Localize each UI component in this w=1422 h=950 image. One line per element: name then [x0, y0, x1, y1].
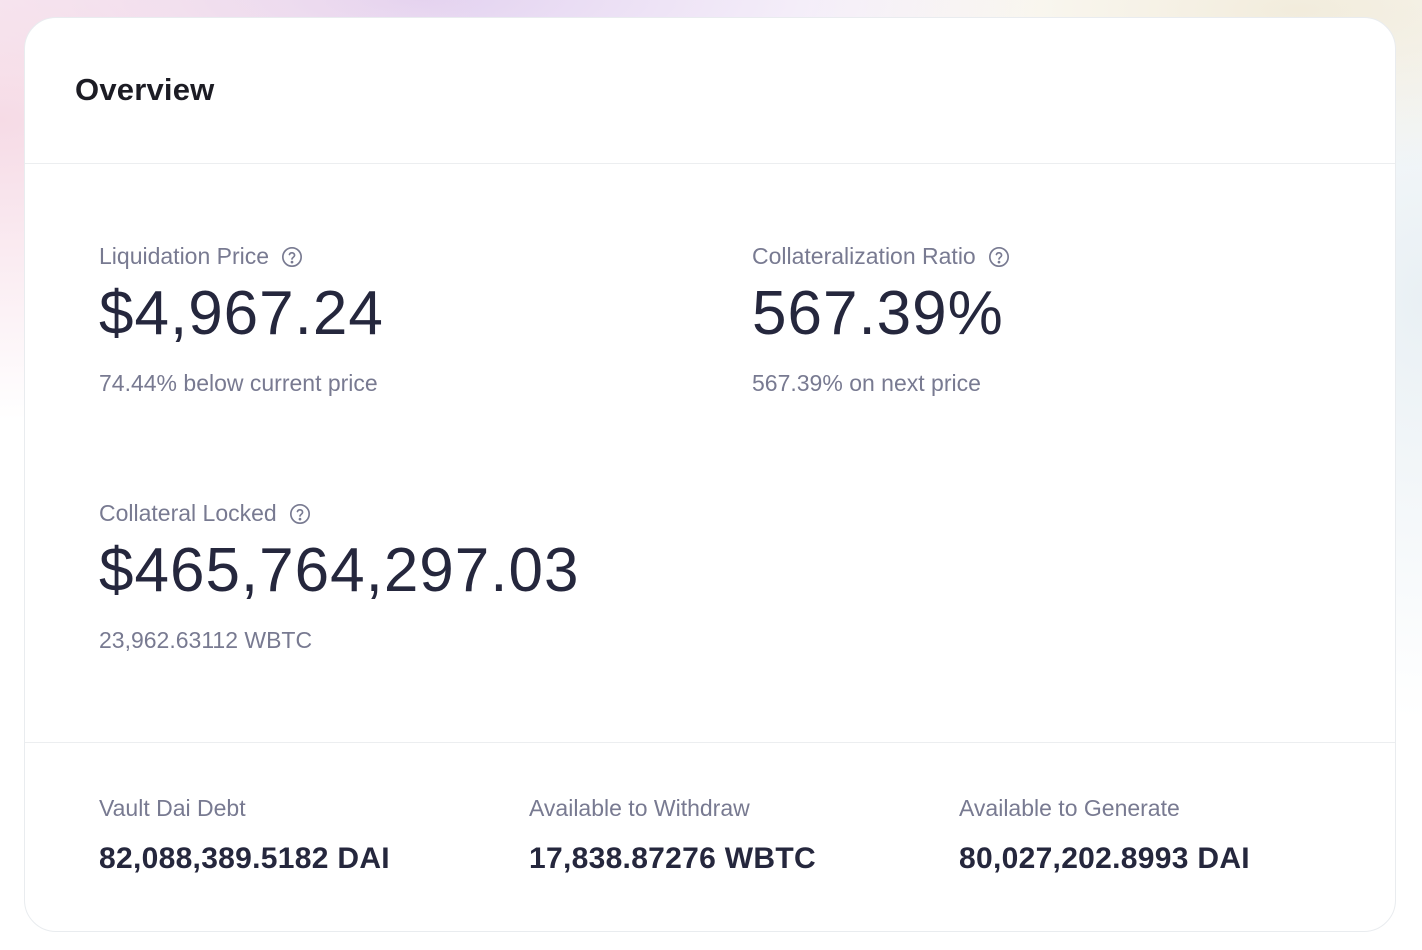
liquidation-price-metric: Liquidation Price $4,967.24 74.44% below… — [99, 243, 384, 397]
question-circle-icon[interactable] — [289, 503, 311, 525]
overview-card: Overview Liquidation Price $4,967.24 74.… — [24, 17, 1396, 932]
collateralization-ratio-sub: 567.39% on next price — [752, 370, 981, 397]
liquidation-price-label: Liquidation Price — [99, 243, 270, 269]
vault-dai-debt-stat: Vault Dai Debt 82,088,389.5182 DAI — [99, 795, 390, 876]
available-to-withdraw-value: 17,838.87276 WBTC — [529, 842, 816, 875]
vault-dai-debt-value: 82,088,389.5182 DAI — [99, 842, 390, 875]
question-circle-icon[interactable] — [281, 246, 303, 268]
vault-stats-footer: Vault Dai Debt 82,088,389.5182 DAI Avail… — [25, 742, 1395, 931]
available-to-withdraw-label: Available to Withdraw — [529, 795, 750, 821]
vault-dai-debt-label: Vault Dai Debt — [99, 795, 246, 821]
liquidation-price-value: $4,967.24 — [99, 279, 384, 348]
liquidation-price-sub: 74.44% below current price — [99, 370, 378, 397]
card-header: Overview — [25, 18, 1395, 164]
collateralization-ratio-label: Collateralization Ratio — [752, 243, 976, 269]
collateral-locked-label: Collateral Locked — [99, 500, 277, 526]
collateralization-ratio-metric: Collateralization Ratio 567.39% 567.39% … — [752, 243, 1010, 397]
collateral-locked-metric: Collateral Locked $465,764,297.03 23,962… — [99, 500, 579, 654]
available-to-generate-stat: Available to Generate 80,027,202.8993 DA… — [959, 795, 1250, 876]
collateral-locked-sub: 23,962.63112 WBTC — [99, 627, 313, 654]
available-to-withdraw-stat: Available to Withdraw 17,838.87276 WBTC — [529, 795, 816, 876]
page-title: Overview — [75, 72, 215, 107]
collateralization-ratio-value: 567.39% — [752, 279, 1004, 348]
available-to-generate-value: 80,027,202.8993 DAI — [959, 842, 1250, 875]
collateral-locked-value: $465,764,297.03 — [99, 536, 580, 605]
question-circle-icon[interactable] — [988, 246, 1010, 268]
available-to-generate-label: Available to Generate — [959, 795, 1180, 821]
